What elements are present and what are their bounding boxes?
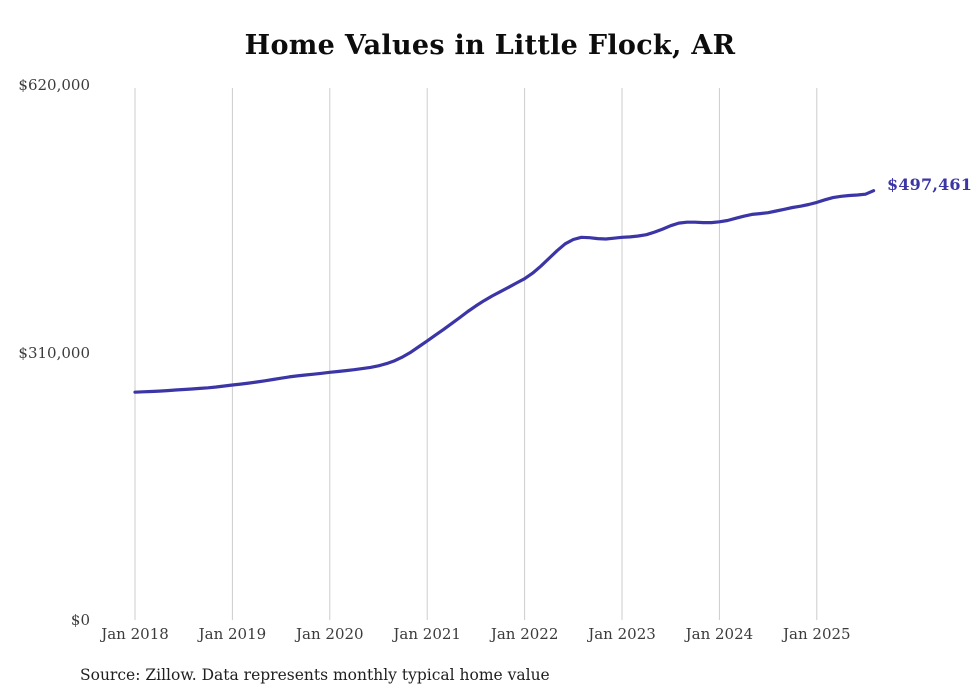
gridlines — [134, 88, 818, 620]
y-tick-label: $620,000 — [18, 76, 90, 94]
x-tick-label: Jan 2020 — [296, 625, 364, 643]
x-tick-label: Jan 2023 — [588, 625, 656, 643]
x-tick-label: Jan 2021 — [393, 625, 461, 643]
x-tick-label: Jan 2022 — [490, 625, 559, 643]
source-note: Source: Zillow. Data represents monthly … — [80, 666, 550, 684]
x-tick-label: Jan 2018 — [101, 625, 169, 643]
current-value-label: $497,461 — [887, 175, 973, 194]
home-value-line — [133, 189, 876, 394]
x-tick-label: Jan 2025 — [783, 625, 851, 643]
x-tick-label: Jan 2019 — [198, 625, 267, 643]
x-tick-label: Jan 2024 — [685, 625, 754, 643]
y-tick-label: $310,000 — [18, 343, 90, 362]
y-tick-label: $0 — [70, 611, 90, 629]
chart-title: Home Values in Little Flock, AR — [244, 30, 736, 61]
